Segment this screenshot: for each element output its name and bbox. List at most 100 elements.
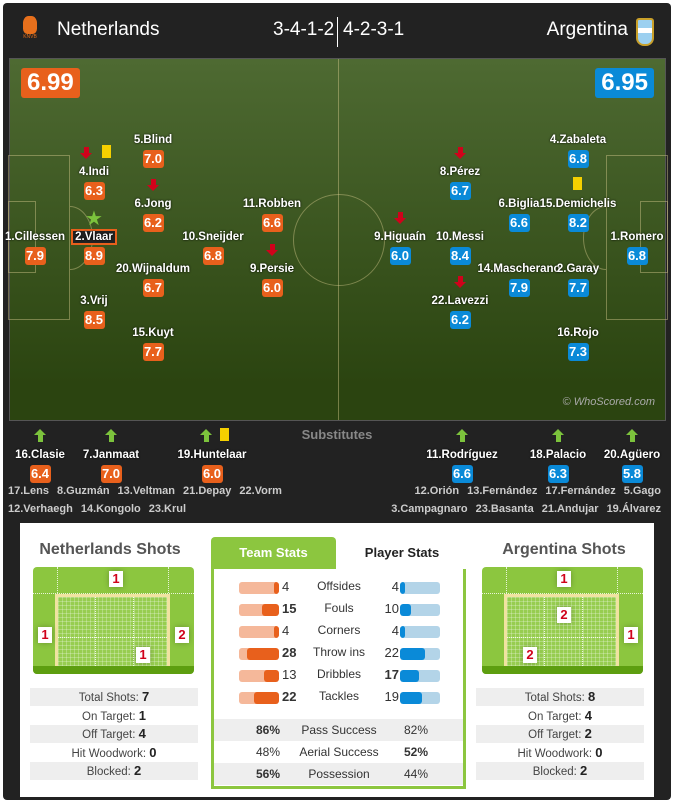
away-stat-bar [400, 626, 440, 638]
bench-player[interactable]: 13.Fernández [467, 485, 538, 497]
player[interactable]: 5.Blind 7.0 [93, 132, 213, 168]
home-percent: 56% [256, 767, 281, 781]
shot-stat-row: On Target: 4 [476, 707, 644, 725]
player[interactable]: 10.Messi 8.4 [400, 229, 520, 265]
yellow-card-icon [220, 428, 229, 441]
tab-player-stats[interactable]: Player Stats [364, 545, 440, 560]
home-percent: 48% [256, 745, 281, 759]
bench-player[interactable]: 23.Krul [148, 503, 187, 515]
home-stat-value: 13 [282, 667, 297, 682]
player[interactable]: 6.Jong 6.2 [93, 196, 213, 232]
player-name: 4.Indi [78, 166, 110, 178]
bench-player[interactable]: 17.Fernández [545, 485, 616, 497]
player[interactable]: 16.Clasie 6.4 [0, 447, 100, 483]
shot-count-right: 1 [624, 627, 638, 643]
player[interactable]: 18.Palacio 6.3 [498, 447, 618, 483]
bench-player[interactable]: 21.Depay [183, 485, 232, 497]
player-name: 15.Kuyt [132, 327, 174, 339]
stat-label: Possession [308, 767, 370, 781]
home-team-name[interactable]: Netherlands [57, 19, 160, 40]
bench-player[interactable]: 5.Gago [623, 485, 661, 497]
bench-player[interactable]: 21.Andujar [541, 503, 599, 515]
player-name: 1.Cillessen [4, 231, 66, 243]
team-stats-table: 4 Offsides 4 15 Fouls 10 4 Corners 4 28 Throw ins 2… [211, 569, 466, 789]
player[interactable]: 1.Cillessen 7.9 [0, 229, 95, 265]
player[interactable]: 6.Biglia 6.6 [459, 196, 579, 232]
player[interactable]: 9.Higuaín 6.0 [340, 229, 460, 265]
center-circle [293, 194, 385, 286]
stat-label: Dribbles [316, 667, 361, 681]
player[interactable]: 20.Wijnaldum 6.7 [93, 261, 213, 297]
shot-stat-row: Blocked: 2 [30, 762, 198, 780]
shot-stat-label: Total Shots: [524, 692, 585, 704]
player-rating: 6.2 [142, 214, 164, 232]
bench-player[interactable]: 12.Orión [414, 485, 460, 497]
player-rating: 8.5 [83, 311, 105, 329]
team-stat-row: 15 Fouls 10 [214, 601, 463, 619]
shot-stat-row: Hit Woodwork: 0 [476, 744, 644, 762]
home-stat-value: 22 [282, 689, 297, 704]
player[interactable]: 16.Rojo 7.3 [518, 325, 638, 361]
bench-player[interactable]: 12.Verhaegh [8, 503, 73, 515]
home-six-yard-box [8, 201, 36, 273]
away-penalty-box [606, 155, 668, 320]
player-rating: 7.7 [567, 279, 589, 297]
stats-panel: Netherlands Shots 1 1 2 1 Total Shots: 7… [20, 523, 654, 797]
home-formation: 3-4-1-2 [273, 19, 335, 40]
player-rating: 7.0 [142, 150, 164, 168]
bench-player[interactable]: 22.Vorm [239, 485, 282, 497]
player-rating: 8.9 [83, 247, 105, 265]
player[interactable]: 4.Zabaleta 6.8 [518, 132, 638, 168]
player-rating: 7.3 [567, 343, 589, 361]
player[interactable]: 9.Persie 6.0 [212, 261, 332, 297]
player[interactable]: 14.Mascherano 7.9 [459, 261, 579, 297]
bench-player[interactable]: 23.Basanta [475, 503, 534, 515]
bench-player[interactable]: 3.Campagnaro [391, 503, 468, 515]
away-team-name[interactable]: Argentina [546, 19, 628, 40]
player[interactable]: 22.Lavezzi 6.2 [400, 293, 520, 329]
player[interactable]: 4.Indi 6.3 [34, 164, 154, 200]
stat-label: Throw ins [312, 645, 365, 659]
home-penalty-box [8, 155, 70, 320]
player-name: 5.Blind [133, 134, 173, 146]
player-rating: 6.0 [261, 279, 283, 297]
shot-stat-value: 2 [580, 763, 588, 778]
bench-player[interactable]: 14.Kongolo [80, 503, 141, 515]
player-rating: 6.4 [29, 465, 51, 483]
player-name: 7.Janmaat [82, 449, 140, 461]
player[interactable]: 1.Romero 6.8 [577, 229, 674, 265]
player[interactable]: 11.Robben 6.6 [212, 196, 332, 232]
player-rating: 7.7 [142, 343, 164, 361]
player[interactable]: 20.Agüero 5.8 [572, 447, 674, 483]
player-rating: 6.7 [449, 182, 471, 200]
bench-player[interactable]: 19.Álvarez [606, 503, 661, 515]
player[interactable]: 8.Pérez 6.7 [400, 164, 520, 200]
player[interactable]: 15.Kuyt 7.7 [93, 325, 213, 361]
player-rating: 6.6 [261, 214, 283, 232]
stat-label: Corners [317, 623, 361, 637]
player-name: 20.Agüero [603, 449, 661, 461]
shot-stat-value: 0 [149, 744, 157, 760]
home-stat-bar [239, 670, 279, 682]
player[interactable]: 7.Janmaat 7.0 [51, 447, 171, 483]
player[interactable]: 3.Vrij 8.5 [34, 293, 154, 329]
player-rating: 8.4 [449, 247, 471, 265]
player[interactable]: 15.Demichelis 8.2 [518, 196, 638, 232]
player[interactable]: 2.Vlaar 8.9 [34, 229, 154, 265]
stat-label: Aerial Success [299, 745, 379, 759]
player[interactable]: 11.Rodríguez 6.6 [402, 447, 522, 483]
shot-count-low-left: 2 [523, 647, 537, 663]
player-name: 19.Huntelaar [177, 449, 247, 461]
substitutes-title: Substitutes [301, 427, 373, 442]
away-stat-value: 4 [391, 623, 399, 638]
player[interactable]: 10.Sneijder 6.8 [153, 229, 273, 265]
shot-stat-row: Total Shots: 8 [476, 688, 644, 706]
player[interactable]: 19.Huntelaar 6.0 [152, 447, 272, 483]
tab-team-stats[interactable]: Team Stats [211, 537, 336, 569]
bench-player[interactable]: 17.Lens [8, 485, 49, 497]
bench-player[interactable]: 8.Guzmán [56, 485, 110, 497]
player[interactable]: 2.Garay 7.7 [518, 261, 638, 297]
bench-player[interactable]: 13.Veltman [117, 485, 176, 497]
home-team-rating: 6.99 [21, 68, 80, 98]
shot-stat-label: Off Target: [528, 729, 582, 741]
